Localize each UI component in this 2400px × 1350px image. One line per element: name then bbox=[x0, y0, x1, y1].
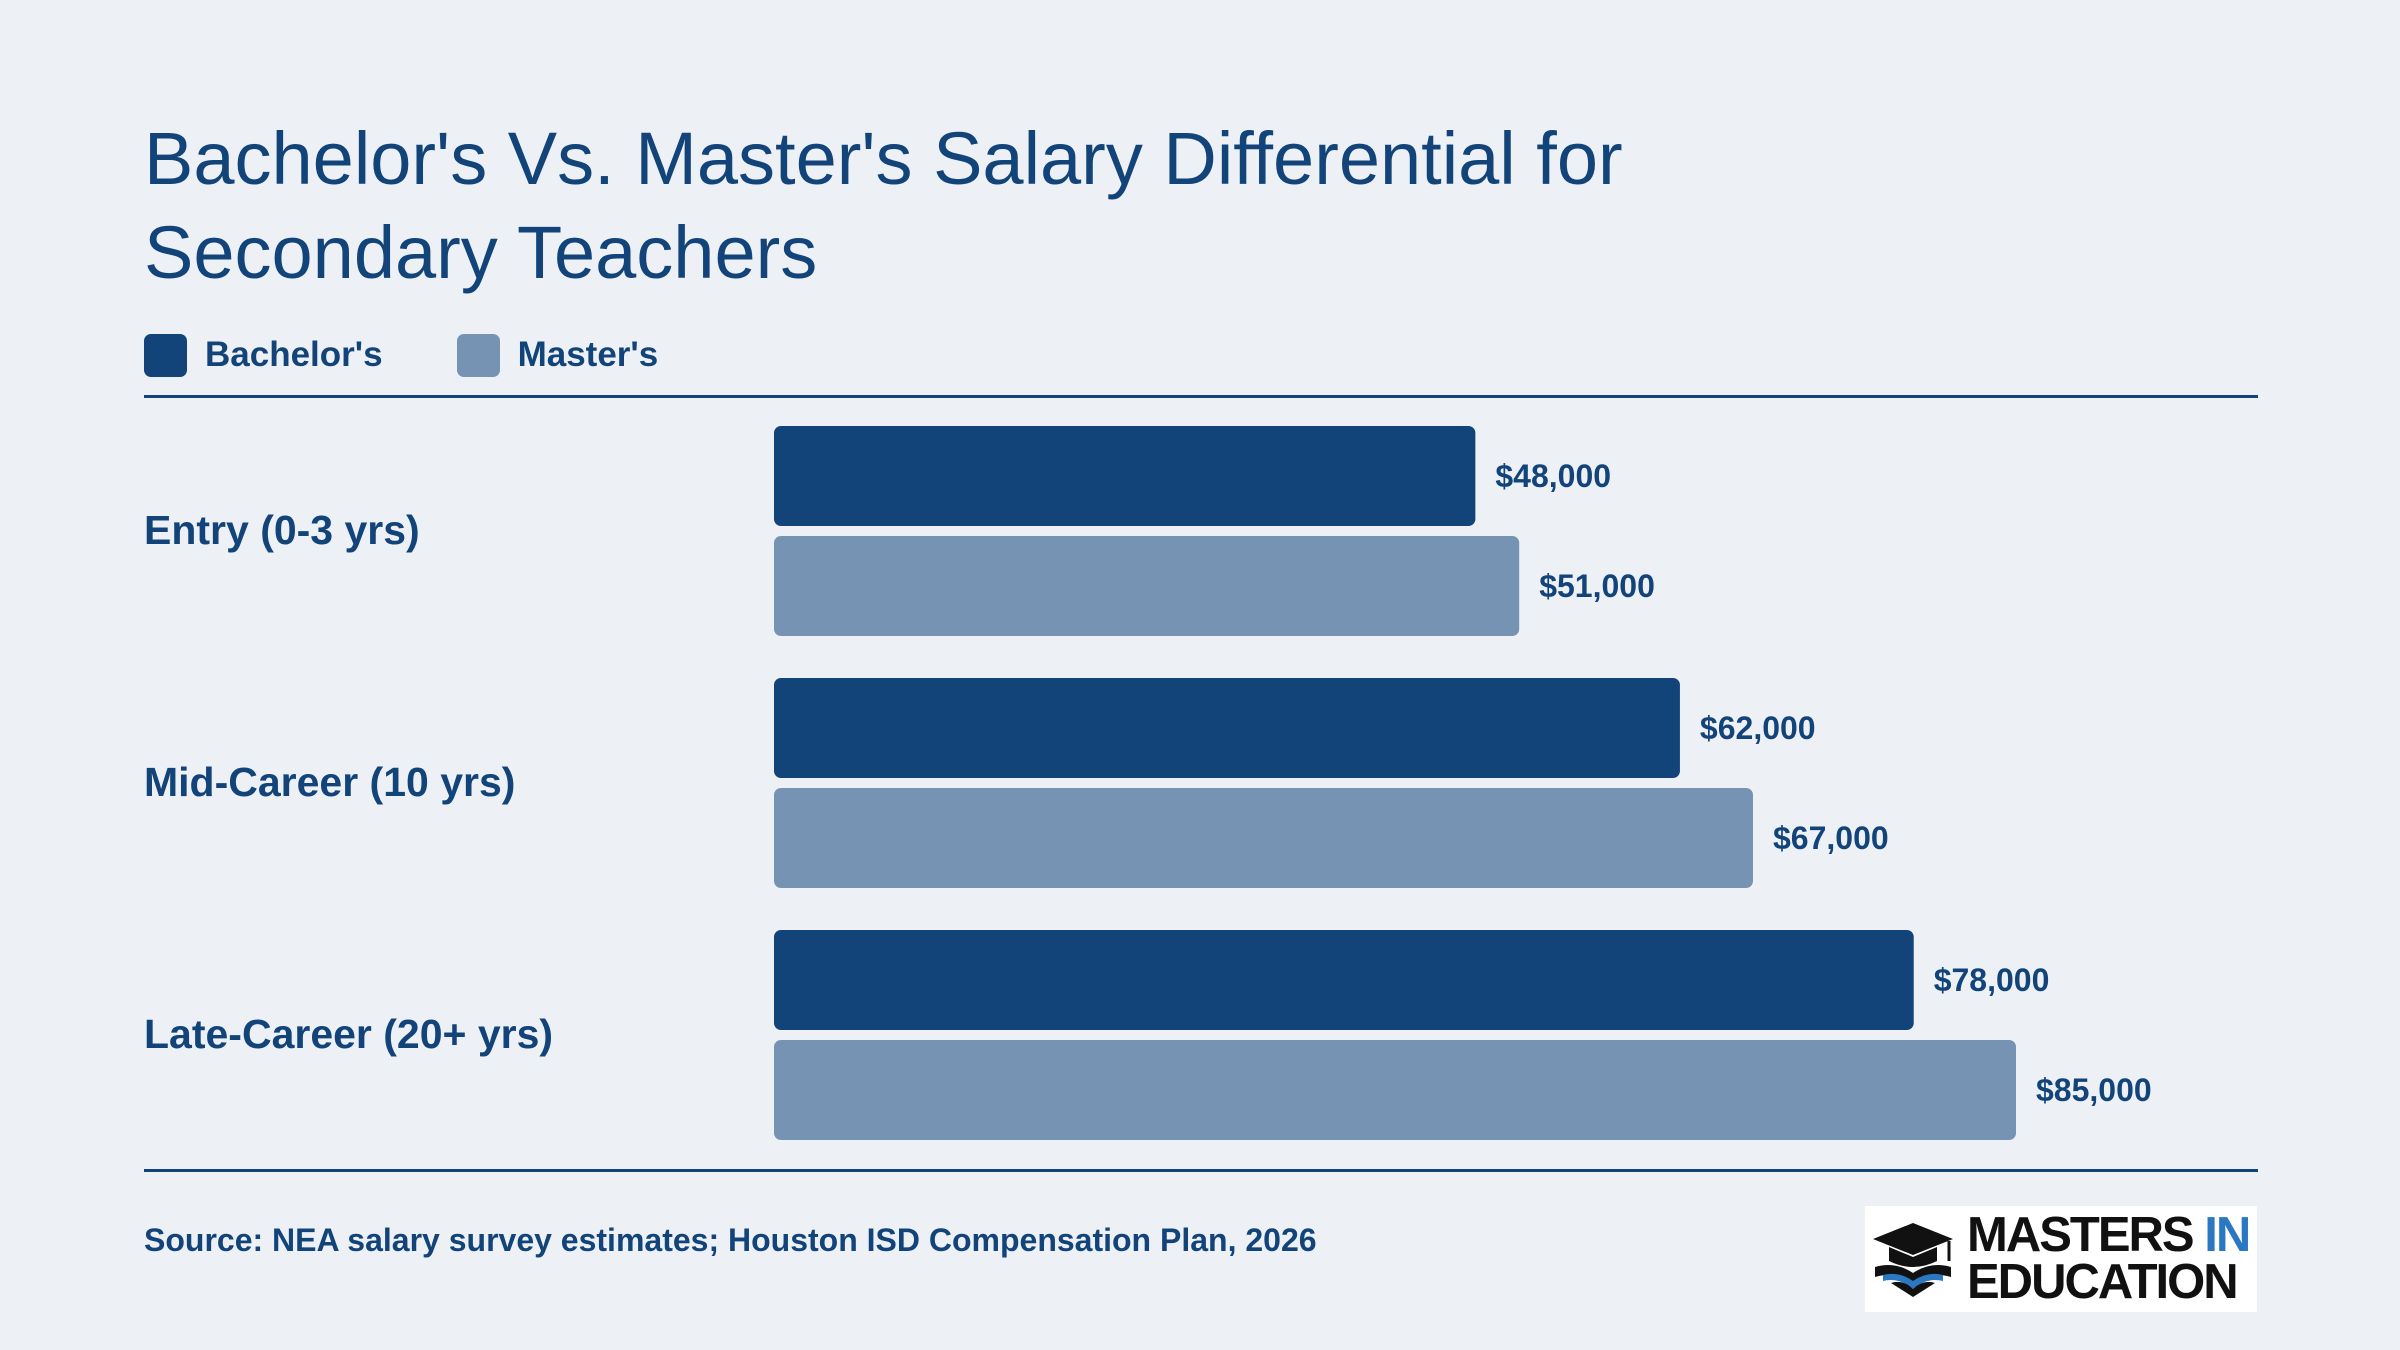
legend-swatch-bachelors bbox=[144, 333, 187, 377]
source-note: Source: NEA salary survey estimates; Hou… bbox=[144, 1222, 1317, 1258]
value-label-bachelor-s-mid-career-10-yrs: $62,000 bbox=[1700, 710, 1816, 746]
masters-in-education-logo: MASTERS IN EDUCATION bbox=[1865, 1206, 2257, 1312]
value-label-master-s-late-career-20-yrs: $85,000 bbox=[2036, 1072, 2152, 1108]
graduation-cap-book-icon bbox=[1873, 1223, 1953, 1297]
legend-item-bachelors: Bachelor's bbox=[144, 333, 383, 377]
bar-bachelor-s-entry-0-3-yrs bbox=[774, 426, 1476, 526]
bottom-divider bbox=[144, 1169, 2258, 1172]
value-label-bachelor-s-entry-0-3-yrs: $48,000 bbox=[1495, 458, 1611, 494]
legend-label-masters: Master's bbox=[517, 335, 659, 374]
bar-bachelor-s-late-career-20-yrs bbox=[774, 930, 1914, 1030]
bar-master-s-mid-career-10-yrs bbox=[774, 788, 1753, 888]
category-label-entry-0-3-yrs: Entry (0-3 yrs) bbox=[144, 507, 420, 553]
legend: Bachelor's Master's bbox=[144, 330, 732, 380]
bar-master-s-entry-0-3-yrs bbox=[774, 536, 1520, 636]
category-label-mid-career-10-yrs: Mid-Career (10 yrs) bbox=[144, 759, 515, 805]
legend-swatch-masters bbox=[456, 333, 500, 377]
legend-item-masters: Master's bbox=[456, 333, 659, 377]
value-label-master-s-entry-0-3-yrs: $51,000 bbox=[1539, 568, 1655, 604]
chart-title: Bachelor's Vs. Master's Salary Different… bbox=[144, 117, 1623, 294]
legend-label-bachelors: Bachelor's bbox=[205, 335, 383, 374]
category-label-late-career-20-yrs: Late-Career (20+ yrs) bbox=[144, 1011, 553, 1057]
logo-text-in: IN bbox=[2204, 1208, 2251, 1262]
logo-text-education: EDUCATION bbox=[1967, 1255, 2239, 1309]
top-divider bbox=[144, 395, 2258, 398]
bar-bachelor-s-mid-career-10-yrs bbox=[774, 678, 1680, 778]
value-label-bachelor-s-late-career-20-yrs: $78,000 bbox=[1934, 962, 2050, 998]
value-label-master-s-mid-career-10-yrs: $67,000 bbox=[1773, 820, 1889, 856]
bar-master-s-late-career-20-yrs bbox=[774, 1040, 2016, 1140]
logo-text-masters: MASTERS bbox=[1967, 1208, 2195, 1262]
